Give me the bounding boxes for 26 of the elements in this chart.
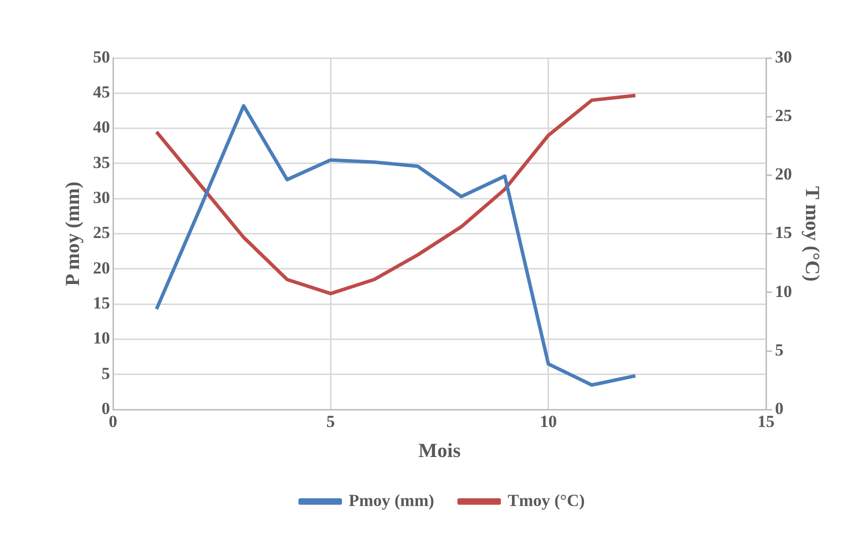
y-tick-label: 5	[102, 364, 110, 383]
y-tick-label: 0	[102, 398, 110, 418]
y-tick-label: 25	[93, 223, 110, 242]
y-tick-label: 35	[93, 152, 110, 172]
x-tick-label: 10	[540, 412, 557, 432]
legend-label: Tmoy (°C)	[508, 490, 585, 510]
y2-tick-label: 25	[775, 106, 792, 125]
y-tick-label: 20	[93, 258, 110, 278]
y2-tick-label: 10	[775, 282, 792, 301]
y-tick-label: 50	[93, 47, 110, 66]
y-tick-label: 40	[93, 118, 110, 137]
y2-tick-label: 0	[775, 398, 784, 418]
y2-axis-title: T moy (°C)	[800, 186, 823, 282]
y-axis-title: P moy (mm)	[62, 182, 84, 286]
x-tick-label: 5	[326, 412, 335, 432]
y2-tick-label: 30	[775, 47, 792, 66]
y2-tick-label: 20	[775, 164, 792, 184]
y-tick-label: 15	[93, 294, 110, 313]
x-tick-label: 15	[758, 412, 774, 432]
y2-tick-label: 15	[775, 223, 792, 242]
y-tick-label: 10	[93, 328, 110, 348]
y-tick-label: 30	[93, 188, 110, 208]
y2-tick-label: 5	[775, 340, 784, 360]
y-tick-label: 45	[93, 82, 110, 102]
legend-label: Pmoy (mm)	[348, 490, 434, 510]
x-axis-title: Mois	[418, 440, 461, 462]
